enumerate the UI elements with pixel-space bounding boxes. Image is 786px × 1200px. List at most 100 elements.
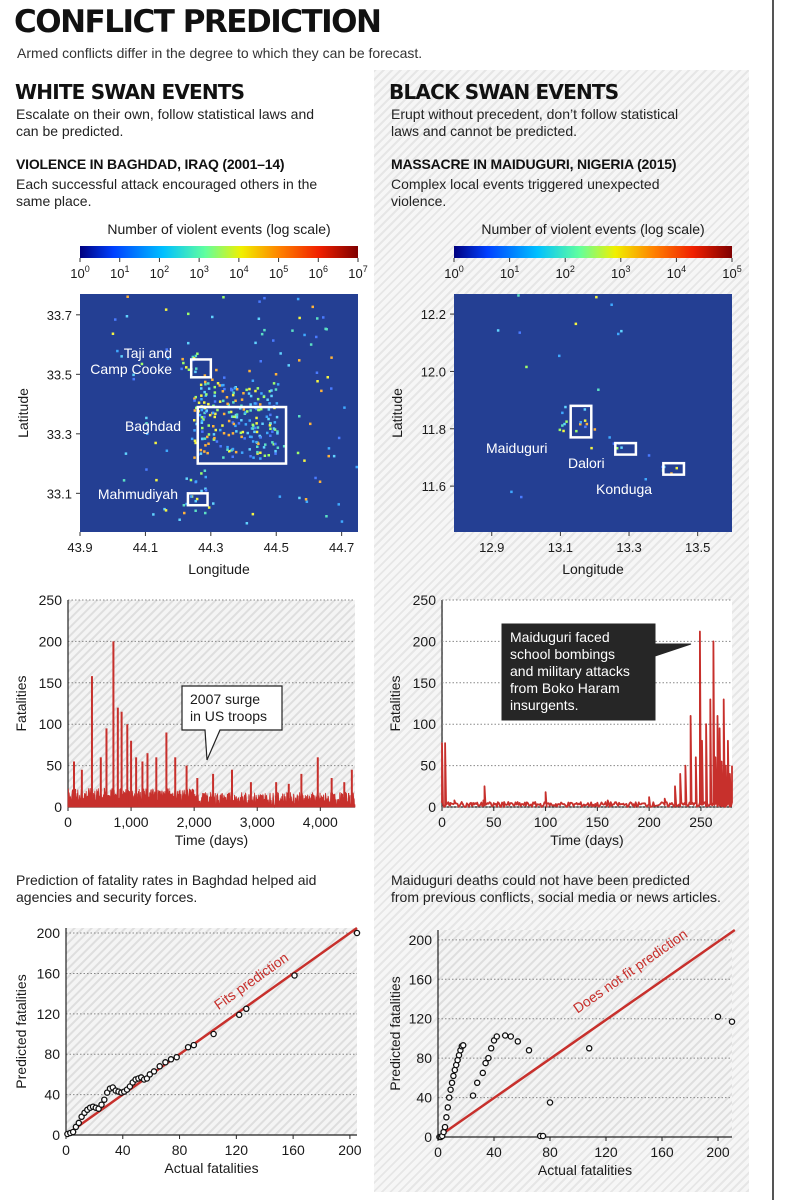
maiduguri-prediction-point (459, 1042, 467, 1049)
baghdad-map-event-cell (193, 399, 196, 402)
baghdad-map-colorbar-label: 103 (189, 264, 208, 281)
baghdad-map-event-cell (203, 450, 206, 453)
baghdad-map-event-cell (205, 409, 208, 412)
baghdad-map-event-cell (320, 389, 323, 393)
maiduguri-prediction-point (479, 1069, 487, 1077)
baghdad-map-event-cell (218, 384, 221, 387)
maiduguri-case-title: MASSACRE IN MAIDUGURI, NIGERIA (2015) (391, 156, 677, 172)
baghdad-map-event-cell (200, 408, 203, 412)
baghdad-map-event-cell (248, 419, 251, 422)
maiduguri-map-xlabel: Longitude (562, 561, 624, 577)
baghdad-prediction-xtick-label: 160 (281, 1142, 305, 1158)
baghdad-map-event-cell (145, 422, 148, 425)
baghdad-map-event-cell (262, 446, 266, 449)
baghdad-map-event-cell (207, 506, 211, 509)
baghdad-map-event-cell (182, 504, 186, 507)
baghdad-map-event-cell (237, 422, 241, 425)
baghdad-map-event-cell (207, 382, 210, 385)
baghdad-map-event-cell (243, 437, 246, 440)
baghdad-map-region-box (196, 405, 288, 465)
baghdad-fatalities-ytick-label: 150 (39, 675, 63, 691)
baghdad-prediction-xtick-label: 80 (172, 1142, 188, 1158)
maiduguri-map-event-cell (510, 490, 513, 494)
maiduguri-map-ytick-label: 11.8 (422, 422, 446, 437)
baghdad-prediction-point (69, 1128, 77, 1136)
baghdad-map-event-cell (256, 450, 259, 454)
baghdad-map-event-cell (324, 327, 327, 331)
baghdad-map-event-cell (182, 361, 185, 365)
maiduguri-prediction-point (485, 1054, 492, 1062)
baghdad-map-event-cell (258, 300, 261, 303)
baghdad-fatalities-xtick-label: 0 (64, 814, 72, 830)
baghdad-map-event-cell (204, 475, 207, 479)
baghdad-map-event-cell (255, 416, 258, 420)
baghdad-prediction-desc-line1: Prediction of fatality rates in Baghdad … (16, 872, 317, 888)
baghdad-map-event-cell (213, 391, 217, 394)
maiduguri-map-event-cell (593, 428, 597, 431)
baghdad-map-event-cell (327, 454, 330, 458)
maiduguri-prediction-point (447, 1086, 454, 1093)
maiduguri-map-region-box (662, 461, 686, 476)
baghdad-map-event-cell (251, 427, 255, 430)
baghdad-map-event-cell (249, 403, 252, 406)
baghdad-map-event-cell (219, 445, 222, 448)
baghdad-map-event-cell (232, 391, 235, 394)
baghdad-map-event-cell (256, 397, 260, 401)
baghdad-map-event-cell (199, 448, 203, 452)
baghdad-map-event-cell (255, 422, 258, 425)
baghdad-fatalities-xtick-label: 1,000 (114, 814, 149, 830)
baghdad-map-event-cell (303, 333, 306, 337)
baghdad-map-event-cell (279, 352, 282, 355)
maiduguri-prediction-xtick-label: 40 (486, 1144, 502, 1160)
baghdad-map-event-cell (337, 436, 341, 440)
baghdad-fatalities-xtick-label: 2,000 (177, 814, 212, 830)
maiduguri-map-event-cell (620, 446, 623, 449)
baghdad-map-event-cell (187, 341, 190, 345)
baghdad-map-event-cell (196, 352, 199, 355)
maiduguri-prediction-point (448, 1079, 456, 1087)
maiduguri-map-event-cell (583, 419, 587, 422)
maiduguri-map-event-cell (520, 495, 523, 499)
baghdad-prediction-point (173, 1053, 180, 1061)
baghdad-map-event-cell (225, 396, 229, 399)
maiduguri-fatalities-ytick-label: 0 (428, 799, 436, 815)
baghdad-prediction-fit-line (65, 926, 358, 1137)
baghdad-map-event-cell (330, 387, 333, 390)
baghdad-prediction-point (184, 1043, 192, 1051)
baghdad-map-event-cell (207, 442, 210, 445)
baghdad-map-event-cell (251, 512, 255, 516)
baghdad-map-event-cell (267, 408, 271, 411)
baghdad-map-event-cell (218, 400, 222, 403)
baghdad-map-event-cell (298, 316, 301, 320)
maiduguri-map-event-cell (561, 411, 564, 415)
baghdad-case-desc-line1: Each successful attack encouraged others… (16, 176, 318, 192)
maiduguri-map-event-cell (564, 405, 567, 409)
maiduguri-map-event-cell (565, 420, 568, 423)
baghdad-map-event-cell (189, 478, 193, 482)
baghdad-map-event-cell (272, 339, 275, 342)
maiduguri-prediction-ylabel: Predicted fatalities (387, 976, 403, 1090)
baghdad-map-event-cell (232, 401, 235, 404)
baghdad-case-title: VIOLENCE IN BAGHDAD, IRAQ (2001–14) (16, 156, 285, 172)
baghdad-map-event-cell (194, 354, 198, 358)
baghdad-map-event-cell (257, 317, 261, 320)
baghdad-map-colorbar-label: 104 (229, 264, 248, 281)
white-swan-desc-line2: can be predicted. (16, 123, 124, 139)
baghdad-map-event-cell (222, 456, 225, 459)
baghdad-map-event-cell (272, 427, 276, 430)
baghdad-map-event-cell (260, 407, 263, 411)
baghdad-map-event-cell (208, 413, 212, 417)
baghdad-map-event-cell (246, 431, 249, 435)
baghdad-map-ytick-label: 33.3 (47, 427, 72, 442)
baghdad-map-event-cell (199, 452, 203, 455)
maiduguri-map-event-cell (517, 294, 520, 297)
baghdad-map-event-cell (185, 477, 188, 480)
baghdad-map-event-cell (200, 416, 204, 419)
baghdad-map-event-cell (190, 437, 194, 441)
baghdad-map-event-cell (183, 511, 186, 515)
baghdad-map-region-label: Taji and (124, 345, 172, 361)
baghdad-prediction-point (101, 1096, 108, 1103)
baghdad-map-event-cell (243, 412, 247, 415)
baghdad-map-colorbar-label: 106 (309, 264, 328, 281)
